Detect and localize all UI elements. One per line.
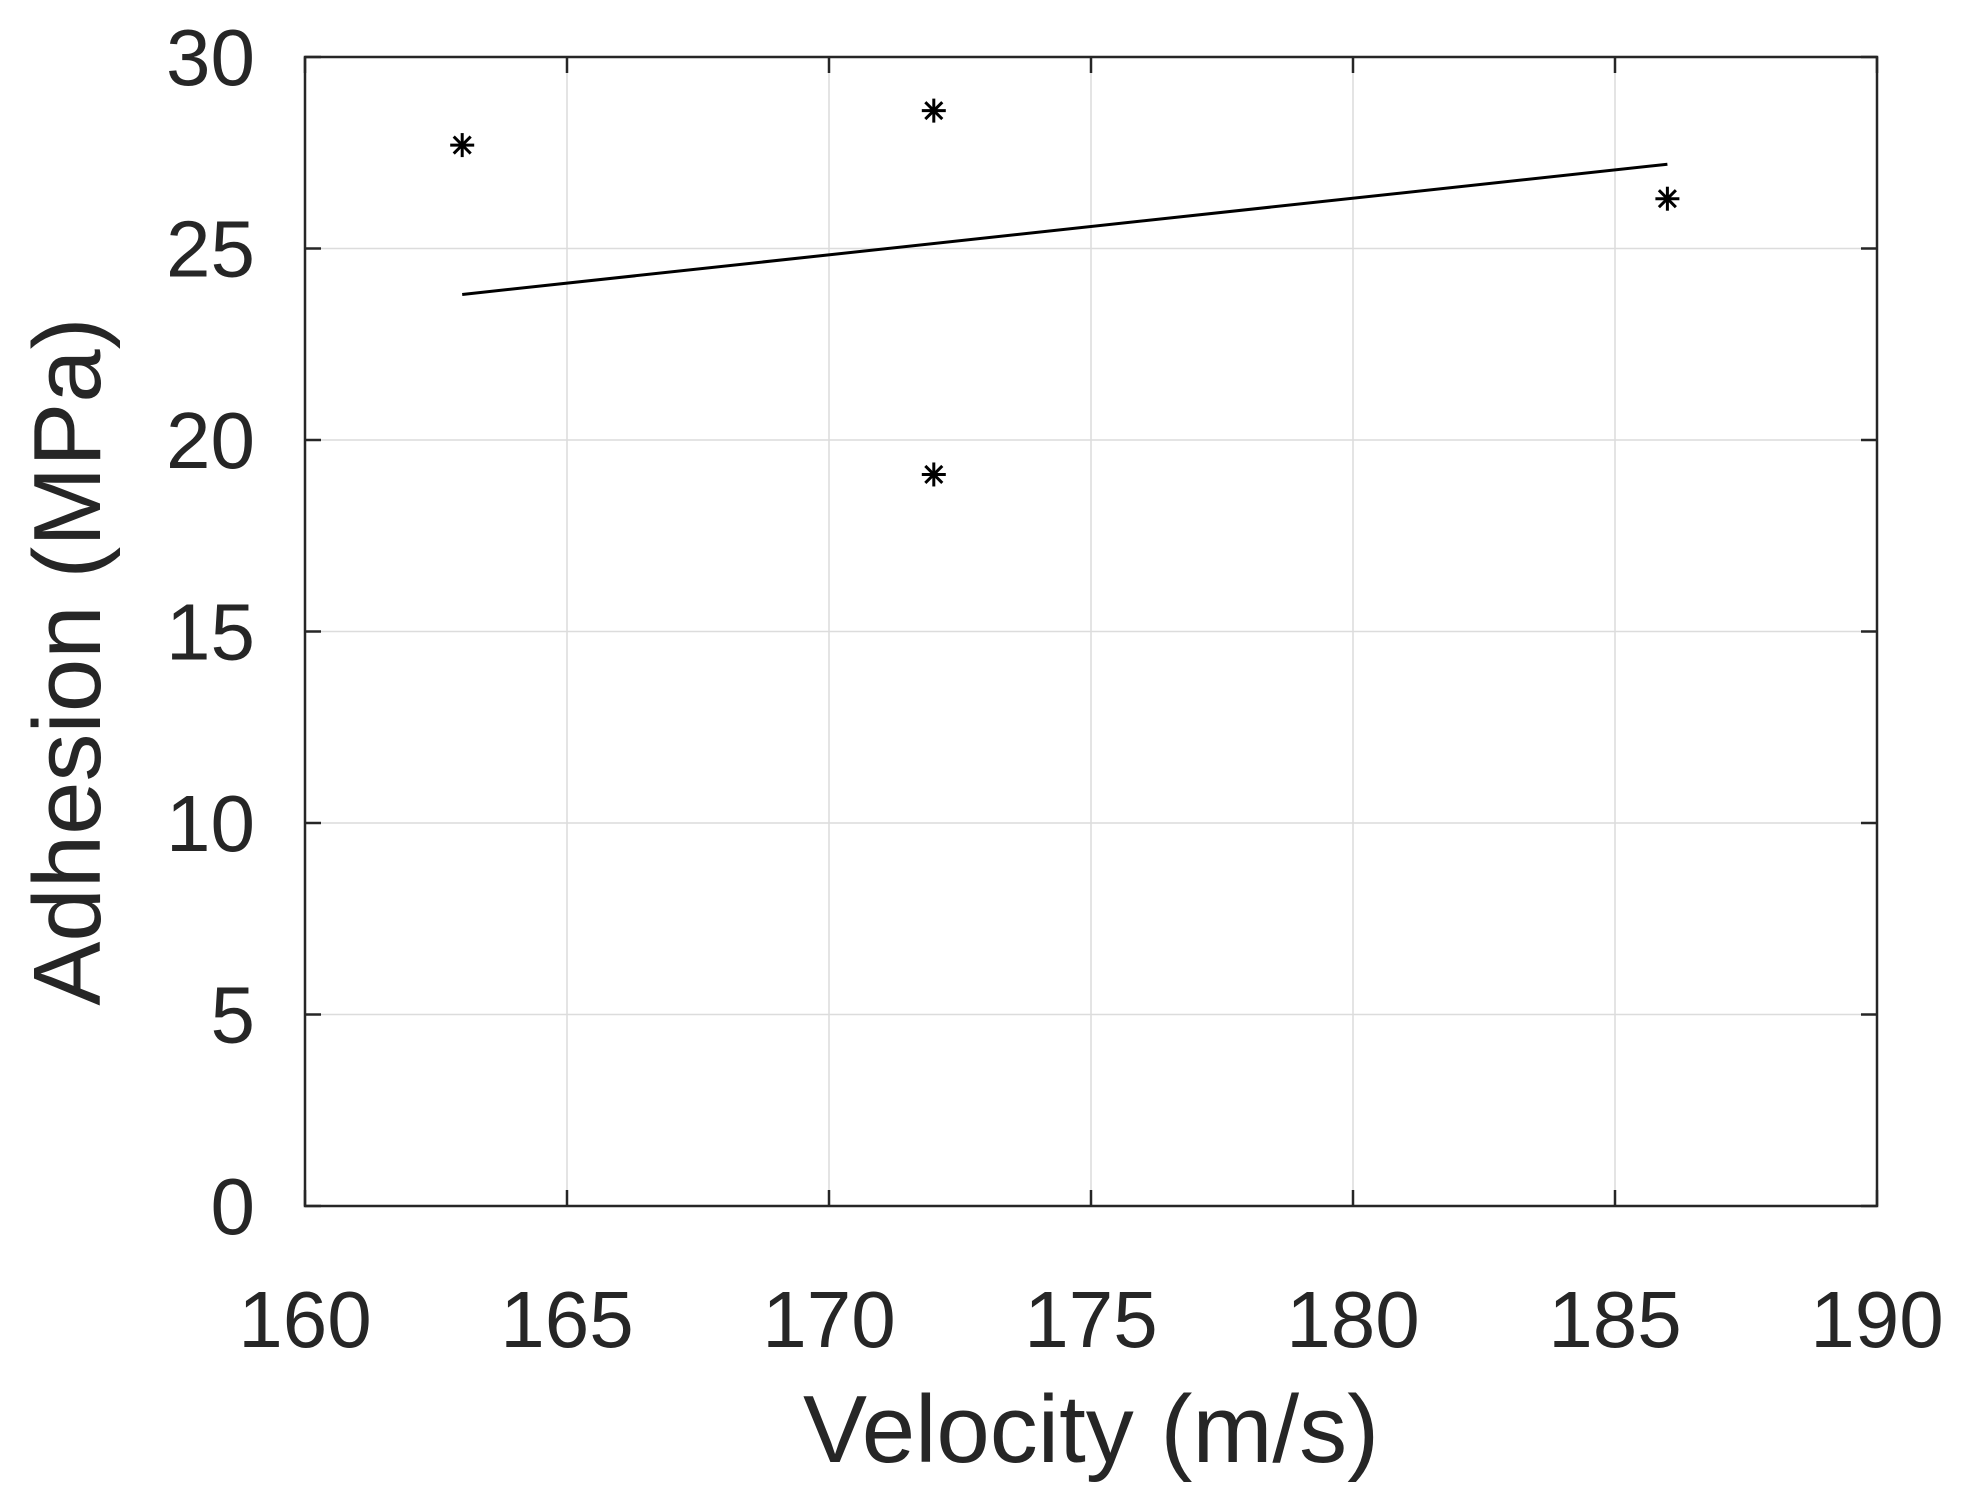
data-point-asterisk <box>921 462 946 487</box>
data-point-asterisk <box>921 98 946 123</box>
series-layer <box>450 98 1680 487</box>
x-tick-label: 165 <box>500 1275 633 1364</box>
x-tick-label: 190 <box>1810 1275 1943 1364</box>
y-axis-label: Adhesion (MPa) <box>14 317 121 1005</box>
data-point-asterisk <box>450 133 475 158</box>
data-point-asterisk <box>1655 186 1680 211</box>
y-tick-label: 20 <box>166 396 255 485</box>
x-tick-label: 170 <box>762 1275 895 1364</box>
y-tick-labels: 0 5 10 15 20 25 30 <box>166 13 255 1251</box>
y-tick-label: 25 <box>166 205 255 294</box>
fit-line <box>462 162 1668 296</box>
y-tick-label: 0 <box>211 1162 256 1251</box>
y-tick-label: 5 <box>211 971 256 1060</box>
x-tick-label: 185 <box>1548 1275 1681 1364</box>
x-axis-label: Velocity (m/s) <box>803 1376 1379 1483</box>
x-tick-label: 180 <box>1286 1275 1419 1364</box>
y-tick-label: 10 <box>166 779 255 868</box>
x-tick-label: 175 <box>1024 1275 1157 1364</box>
grid <box>305 57 1877 1206</box>
y-tick-label: 15 <box>166 588 255 677</box>
y-tick-label: 30 <box>166 13 255 102</box>
x-tick-labels: 160 165 170 175 180 185 190 <box>238 1275 1943 1364</box>
x-tick-label: 160 <box>238 1275 371 1364</box>
tick-marks <box>303 55 1879 1208</box>
